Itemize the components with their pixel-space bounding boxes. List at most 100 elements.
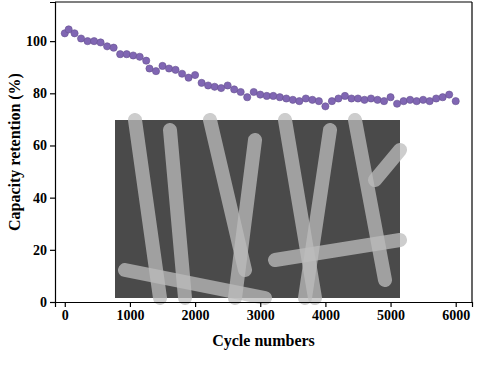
tick-label: 0 — [62, 308, 69, 323]
point — [104, 43, 111, 50]
point — [354, 95, 361, 102]
point — [400, 98, 407, 105]
point — [407, 96, 414, 103]
plot: 0 1000 2000 3000 4000 5000 6000 0 20 40 60 80 100 — [26, 2, 473, 323]
inset-texture — [375, 150, 400, 180]
inset-background — [115, 120, 400, 298]
tick-label: 60 — [33, 138, 47, 153]
point — [90, 38, 97, 45]
tick: 80 — [33, 86, 55, 101]
point — [143, 57, 150, 64]
point — [439, 94, 446, 101]
point — [224, 82, 231, 89]
tick: 4000 — [312, 302, 340, 323]
tick-mark — [50, 41, 55, 42]
point — [270, 92, 277, 99]
tick-label: 100 — [26, 34, 47, 49]
point — [367, 95, 374, 102]
point — [374, 96, 381, 103]
y-axis: 0 20 40 60 80 100 — [26, 3, 56, 310]
tick: 2000 — [182, 302, 210, 323]
point — [452, 98, 459, 105]
point — [198, 79, 205, 86]
tick: 1000 — [116, 302, 144, 323]
point — [146, 65, 153, 72]
point — [263, 92, 270, 99]
marks — [61, 26, 459, 110]
point — [341, 92, 348, 99]
y-axis-title: Capacity retention (%) — [6, 73, 24, 231]
point — [328, 98, 335, 105]
point — [136, 53, 143, 60]
point — [413, 98, 420, 105]
point — [322, 103, 329, 110]
tick-label: 40 — [33, 191, 47, 206]
axis-line — [56, 303, 473, 308]
point — [276, 94, 283, 101]
point — [426, 98, 433, 105]
point — [244, 94, 251, 101]
inset-texture — [125, 270, 265, 298]
tick-mark — [65, 302, 66, 307]
tick: 40 — [33, 191, 55, 206]
point — [446, 91, 453, 98]
point — [191, 71, 198, 78]
tick: 60 — [33, 138, 55, 153]
point — [237, 88, 244, 95]
point — [283, 95, 290, 102]
inset-texture — [355, 120, 385, 280]
point — [185, 74, 192, 81]
point — [289, 96, 296, 103]
x-axis: 0 1000 2000 3000 4000 5000 6000 — [56, 302, 473, 323]
point — [433, 95, 440, 102]
tick: 5000 — [377, 302, 405, 323]
point — [335, 95, 342, 102]
tick: 6000 — [442, 302, 470, 323]
tick-mark — [50, 145, 55, 146]
point — [393, 100, 400, 107]
tick: 0 — [62, 302, 69, 323]
tick-mark — [50, 302, 55, 303]
tick: 20 — [33, 243, 55, 258]
point — [205, 82, 212, 89]
tick-label: 2000 — [182, 308, 210, 323]
point — [84, 38, 91, 45]
point — [71, 30, 78, 37]
point — [110, 44, 117, 51]
point — [97, 39, 104, 46]
inset-texture — [275, 240, 400, 260]
inset-texture — [235, 140, 255, 298]
tick-mark — [50, 93, 55, 94]
point — [296, 98, 303, 105]
tick-mark — [50, 250, 55, 251]
frame — [471, 2, 472, 302]
point — [315, 98, 322, 105]
point — [130, 52, 137, 59]
tick-mark — [50, 198, 55, 199]
point — [77, 35, 84, 42]
inset-image — [115, 120, 400, 298]
tick: 3000 — [247, 302, 275, 323]
axis-line — [50, 3, 56, 303]
frame — [55, 1, 472, 2]
point — [250, 88, 257, 95]
tick-mark — [260, 302, 261, 307]
point — [361, 96, 368, 103]
x-axis-title: Cycle numbers — [212, 332, 315, 350]
tick-label: 0 — [40, 295, 47, 310]
point — [302, 95, 309, 102]
point — [117, 51, 124, 58]
tick-label: 6000 — [442, 308, 470, 323]
point — [348, 95, 355, 102]
point — [152, 68, 159, 75]
tick-mark — [195, 302, 196, 307]
tick-label: 20 — [33, 243, 47, 258]
tick-label: 1000 — [116, 308, 144, 323]
point — [387, 94, 394, 101]
chart: 0 1000 2000 3000 4000 5000 6000 0 20 40 60 80 100 Cyc… — [0, 0, 500, 376]
tick-label: 3000 — [247, 308, 275, 323]
tick-mark — [390, 302, 391, 307]
point — [380, 98, 387, 105]
tick-label: 5000 — [377, 308, 405, 323]
tick-mark — [325, 302, 326, 307]
